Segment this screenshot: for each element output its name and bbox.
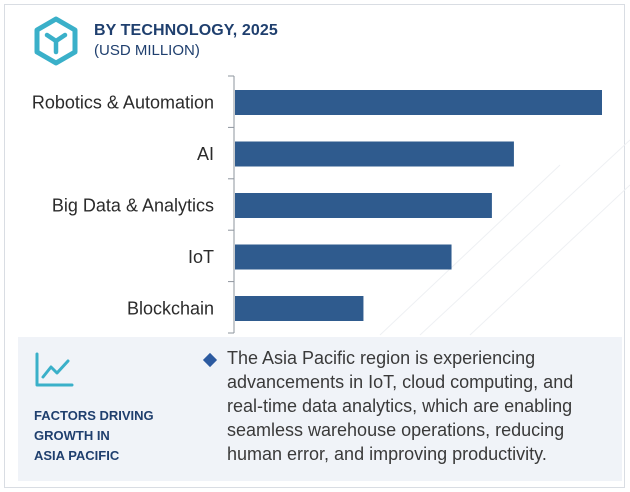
decor-line	[469, 184, 630, 336]
trend-line-icon	[35, 352, 74, 387]
bar	[235, 141, 514, 167]
cube-hexagon-icon	[34, 16, 78, 66]
bar	[235, 296, 364, 321]
chart-subtitle: (USD MILLION)	[94, 42, 200, 59]
factors-title-line: ASIA PACIFIC	[34, 448, 120, 463]
factors-title-line: GROWTH IN	[34, 428, 110, 443]
factors-title: FACTORS DRIVING GROWTH IN ASIA PACIFIC	[34, 406, 184, 466]
bar-chart: Robotics & Automation AI Big Data & Analyt…	[32, 75, 630, 336]
category-label: IoT	[188, 247, 214, 267]
factors-panel	[18, 337, 622, 481]
chart-title: BY TECHNOLOGY, 2025	[94, 22, 278, 39]
decor-line	[419, 139, 630, 336]
factors-title-line: FACTORS DRIVING	[34, 408, 154, 423]
bar	[235, 90, 602, 115]
category-label: Blockchain	[127, 299, 214, 319]
category-label: Big Data & Analytics	[52, 196, 214, 216]
factors-description: The Asia Pacific region is experiencing …	[227, 348, 574, 464]
bar	[235, 193, 492, 218]
category-label: Robotics & Automation	[32, 93, 214, 113]
decor-line	[379, 164, 561, 336]
category-label: AI	[197, 144, 214, 164]
bar	[235, 244, 452, 270]
